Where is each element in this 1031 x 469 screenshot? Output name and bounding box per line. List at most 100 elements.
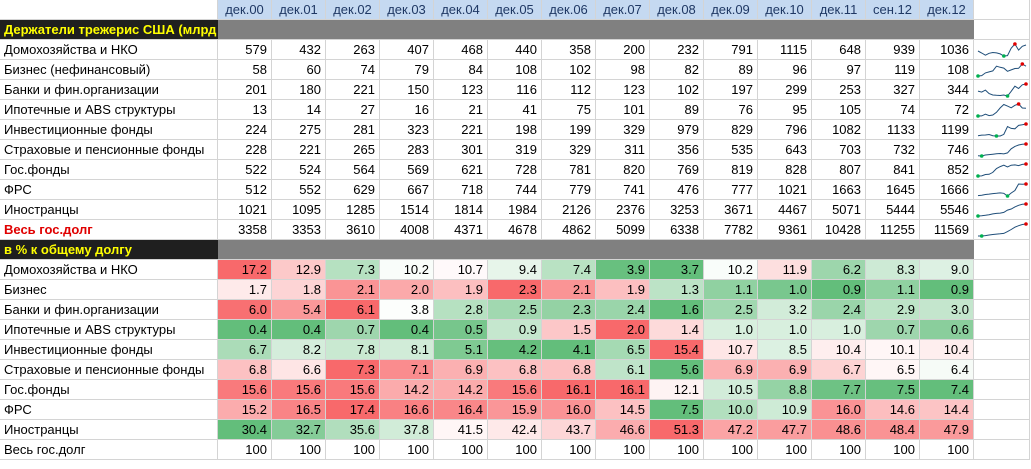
value-cell[interactable]: 648 [812, 40, 866, 60]
value-cell[interactable]: 476 [650, 180, 704, 200]
value-cell[interactable]: 512 [218, 180, 272, 200]
value-cell[interactable]: 781 [542, 160, 596, 180]
value-cell[interactable]: 807 [812, 160, 866, 180]
value-cell[interactable]: 791 [704, 40, 758, 60]
value-cell[interactable]: 84 [434, 60, 488, 80]
value-cell[interactable]: 703 [812, 140, 866, 160]
value-cell[interactable]: 224 [218, 120, 272, 140]
percent-cell[interactable]: 8.1 [380, 340, 434, 360]
percent-cell[interactable]: 2.5 [488, 300, 542, 320]
percent-cell[interactable]: 15.6 [272, 380, 326, 400]
empty-cell[interactable] [974, 340, 1030, 360]
value-cell[interactable]: 629 [326, 180, 380, 200]
value-cell[interactable]: 101 [596, 100, 650, 120]
percent-cell[interactable]: 6.8 [542, 360, 596, 380]
percent-cell[interactable]: 7.4 [920, 380, 974, 400]
value-cell[interactable]: 432 [272, 40, 326, 60]
percent-cell[interactable]: 16.0 [812, 400, 866, 420]
row-label[interactable]: Весь гос.долг [0, 220, 218, 240]
percent-cell[interactable]: 5.4 [272, 300, 326, 320]
sparkline-cell[interactable] [974, 120, 1030, 140]
percent-cell[interactable]: 7.3 [326, 260, 380, 280]
value-cell[interactable]: 79 [380, 60, 434, 80]
value-cell[interactable]: 275 [272, 120, 326, 140]
value-cell[interactable]: 1082 [812, 120, 866, 140]
empty-cell[interactable] [974, 260, 1030, 280]
row-label[interactable]: Страховые и пенсионные фонды [0, 360, 218, 380]
percent-cell[interactable]: 2.1 [542, 280, 596, 300]
empty-cell[interactable] [974, 440, 1030, 460]
percent-cell[interactable]: 100 [650, 440, 704, 460]
empty-cell[interactable] [974, 360, 1030, 380]
value-cell[interactable]: 744 [488, 180, 542, 200]
percent-cell[interactable]: 1.3 [650, 280, 704, 300]
value-cell[interactable]: 979 [650, 120, 704, 140]
value-cell[interactable]: 89 [704, 60, 758, 80]
value-cell[interactable]: 60 [272, 60, 326, 80]
percent-cell[interactable]: 10.2 [380, 260, 434, 280]
percent-cell[interactable]: 100 [704, 440, 758, 460]
percent-cell[interactable]: 30.4 [218, 420, 272, 440]
percent-cell[interactable]: 1.0 [758, 320, 812, 340]
percent-cell[interactable]: 47.9 [920, 420, 974, 440]
sparkline-cell[interactable] [974, 160, 1030, 180]
value-cell[interactable]: 283 [380, 140, 434, 160]
percent-cell[interactable]: 0.4 [272, 320, 326, 340]
percent-cell[interactable]: 15.2 [218, 400, 272, 420]
percent-cell[interactable]: 10.7 [434, 260, 488, 280]
value-cell[interactable]: 1814 [434, 200, 488, 220]
percent-cell[interactable]: 17.4 [326, 400, 380, 420]
value-cell[interactable]: 58 [218, 60, 272, 80]
percent-cell[interactable]: 100 [272, 440, 326, 460]
percent-cell[interactable]: 2.0 [380, 280, 434, 300]
value-cell[interactable]: 939 [866, 40, 920, 60]
value-cell[interactable]: 569 [380, 160, 434, 180]
value-cell[interactable]: 535 [704, 140, 758, 160]
percent-cell[interactable]: 15.6 [326, 380, 380, 400]
value-cell[interactable]: 263 [326, 40, 380, 60]
percent-cell[interactable]: 2.1 [326, 280, 380, 300]
value-cell[interactable]: 643 [758, 140, 812, 160]
percent-cell[interactable]: 6.7 [812, 360, 866, 380]
value-cell[interactable]: 796 [758, 120, 812, 140]
percent-cell[interactable]: 7.4 [542, 260, 596, 280]
percent-cell[interactable]: 10.4 [812, 340, 866, 360]
row-label[interactable]: Банки и фин.организации [0, 80, 218, 100]
percent-cell[interactable]: 5.1 [434, 340, 488, 360]
value-cell[interactable]: 1036 [920, 40, 974, 60]
percent-cell[interactable]: 0.9 [488, 320, 542, 340]
row-label[interactable]: Иностранцы [0, 420, 218, 440]
row-label[interactable]: Домохозяйства и НКО [0, 260, 218, 280]
percent-cell[interactable]: 2.8 [434, 300, 488, 320]
percent-cell[interactable]: 15.6 [488, 380, 542, 400]
value-cell[interactable]: 579 [218, 40, 272, 60]
value-cell[interactable]: 344 [920, 80, 974, 100]
percent-cell[interactable]: 42.4 [488, 420, 542, 440]
value-cell[interactable]: 201 [218, 80, 272, 100]
percent-cell[interactable]: 47.7 [758, 420, 812, 440]
percent-cell[interactable]: 8.2 [272, 340, 326, 360]
percent-cell[interactable]: 6.7 [218, 340, 272, 360]
column-header[interactable]: дек.04 [434, 0, 488, 20]
percent-cell[interactable]: 100 [434, 440, 488, 460]
value-cell[interactable]: 105 [812, 100, 866, 120]
value-cell[interactable]: 112 [542, 80, 596, 100]
value-cell[interactable]: 1021 [758, 180, 812, 200]
sparkline-cell[interactable] [974, 80, 1030, 100]
value-cell[interactable]: 4862 [542, 220, 596, 240]
value-cell[interactable]: 116 [488, 80, 542, 100]
empty-cell[interactable] [974, 300, 1030, 320]
percent-cell[interactable]: 2.0 [596, 320, 650, 340]
sparkline-cell[interactable] [974, 60, 1030, 80]
percent-cell[interactable]: 15.4 [650, 340, 704, 360]
value-cell[interactable]: 718 [434, 180, 488, 200]
percent-cell[interactable]: 14.2 [380, 380, 434, 400]
value-cell[interactable]: 11255 [866, 220, 920, 240]
value-cell[interactable]: 3358 [218, 220, 272, 240]
percent-cell[interactable]: 14.4 [920, 400, 974, 420]
percent-cell[interactable]: 15.6 [218, 380, 272, 400]
column-header[interactable]: дек.11 [812, 0, 866, 20]
value-cell[interactable]: 197 [704, 80, 758, 100]
percent-cell[interactable]: 32.7 [272, 420, 326, 440]
sparkline-cell[interactable] [974, 100, 1030, 120]
